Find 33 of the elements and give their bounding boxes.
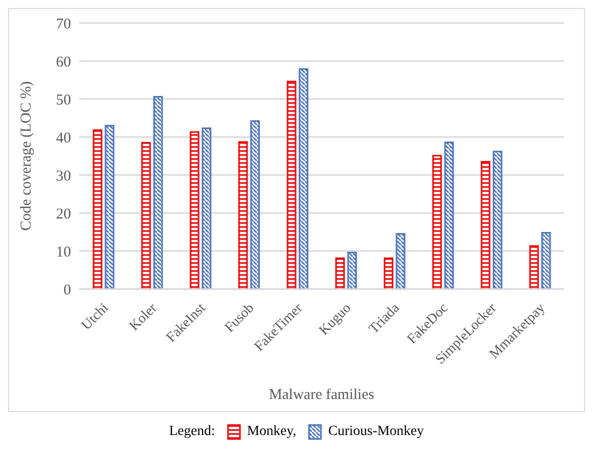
x-axis-title: Malware families <box>268 387 374 403</box>
bar <box>492 150 502 289</box>
bar <box>529 245 539 289</box>
bar <box>347 252 357 289</box>
y-tick-label: 50 <box>56 92 71 108</box>
y-tick-label: 60 <box>56 54 71 70</box>
y-axis-title: Code coverage (LOC %) <box>18 81 34 231</box>
bar <box>190 131 200 289</box>
y-tick-label: 10 <box>56 244 71 260</box>
bar <box>202 128 212 289</box>
bar <box>396 233 406 289</box>
bar <box>250 120 260 289</box>
y-tick-label: 70 <box>56 16 71 32</box>
bar <box>384 257 394 289</box>
bar <box>104 124 114 289</box>
bar <box>92 129 102 289</box>
y-tick-label: 20 <box>56 206 71 222</box>
bar <box>444 142 454 289</box>
bar <box>541 232 551 289</box>
bar <box>480 160 490 289</box>
bar <box>238 141 248 289</box>
legend-label: Curious-Monkey <box>328 424 424 440</box>
bar <box>153 96 163 289</box>
bar <box>335 257 345 289</box>
bar <box>298 68 308 289</box>
bar <box>141 142 151 289</box>
bar <box>286 80 296 289</box>
legend-title: Legend: <box>169 424 215 440</box>
y-tick-label: 0 <box>64 282 71 298</box>
bar <box>432 154 442 289</box>
y-tick-label: 40 <box>56 130 71 146</box>
y-tick-label: 30 <box>56 168 71 184</box>
legend-label: Monkey, <box>246 424 296 440</box>
